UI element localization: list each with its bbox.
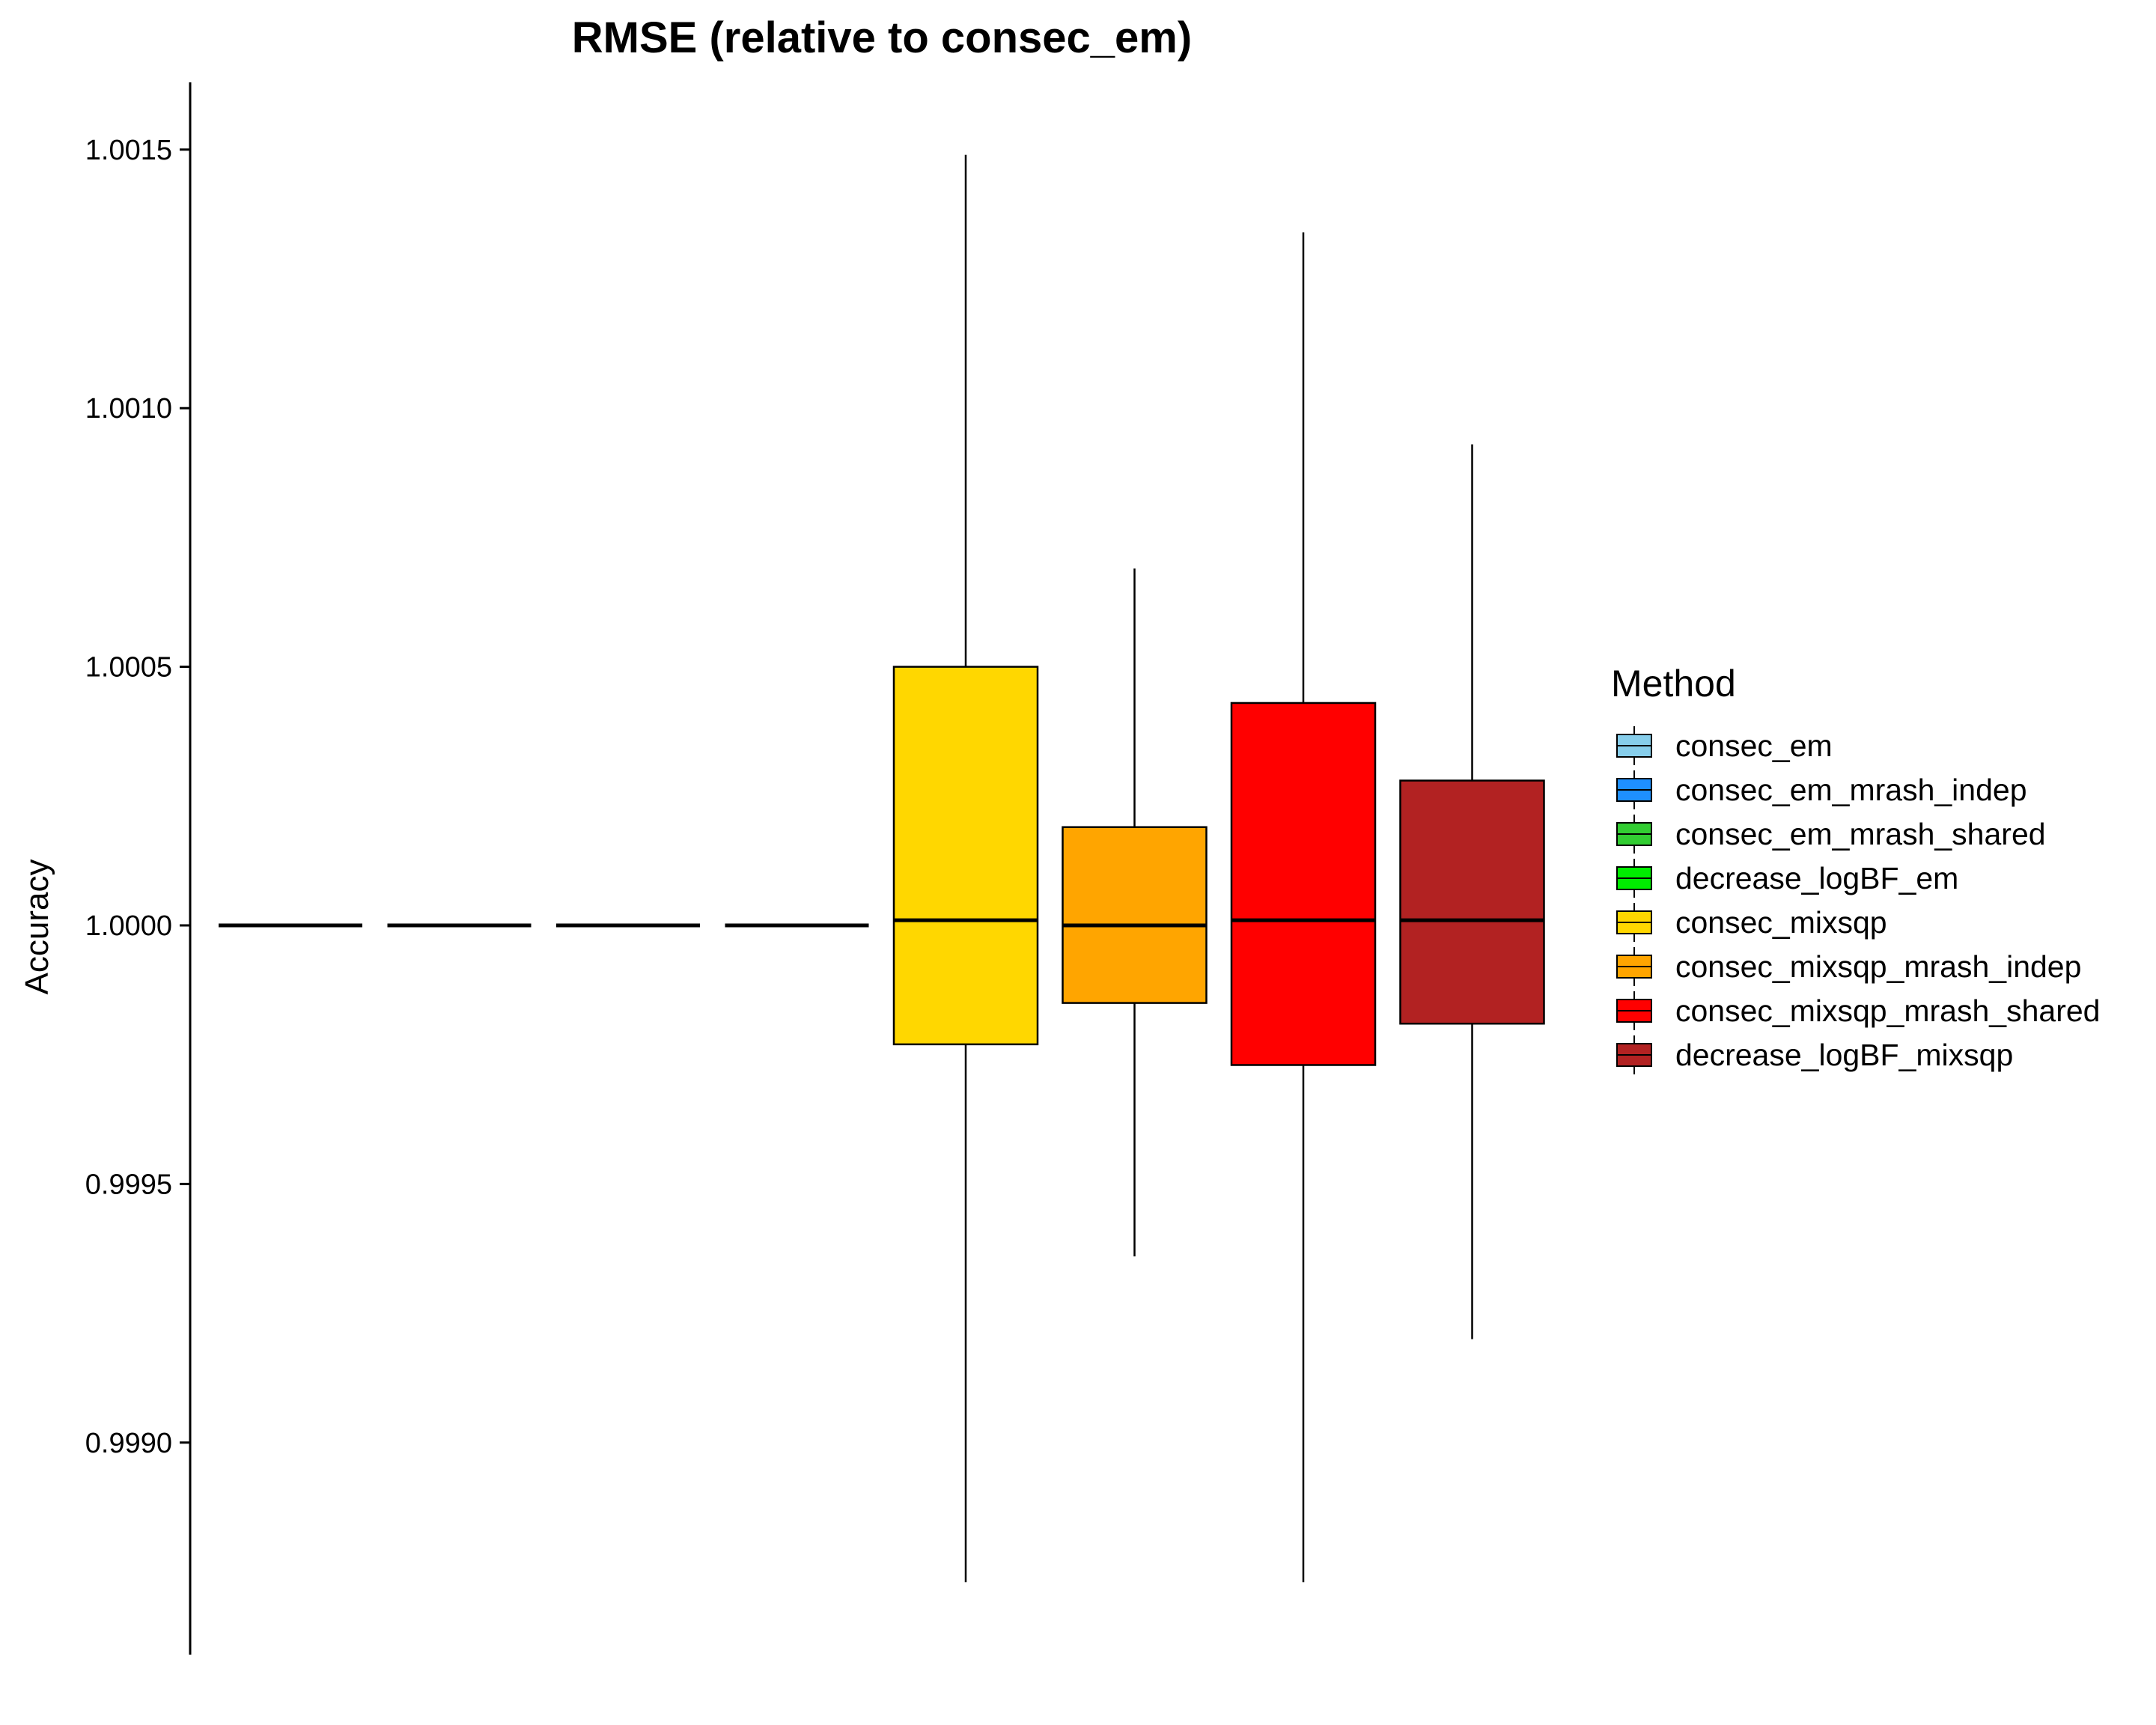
legend-label: decrease_logBF_mixsqp bbox=[1675, 1038, 2013, 1072]
y-tick-label: 0.9990 bbox=[85, 1428, 172, 1459]
legend-label: decrease_logBF_em bbox=[1675, 861, 1958, 895]
legend-item-consec-em-mrash-indep: consec_em_mrash_indep bbox=[1616, 770, 2027, 809]
legend-label: consec_mixsqp_mrash_shared bbox=[1675, 994, 2100, 1028]
legend-label: consec_em_mrash_indep bbox=[1675, 773, 2027, 807]
legend-title: Method bbox=[1611, 663, 1736, 705]
legend-label: consec_mixsqp_mrash_indep bbox=[1675, 949, 2081, 984]
y-tick-label: 1.0005 bbox=[85, 652, 172, 684]
box-consec-mixsqp bbox=[892, 154, 1039, 1583]
box-consec-mixsqp-mrash-indep bbox=[1062, 568, 1208, 1257]
legend-item-consec-em: consec_em bbox=[1616, 726, 1833, 765]
legend-label: consec_mixsqp bbox=[1675, 905, 1887, 940]
box-iqr bbox=[892, 666, 1039, 1046]
box-decrease-logBF-mixsqp bbox=[1399, 444, 1545, 1339]
chart-title: RMSE (relative to consec_em) bbox=[572, 13, 1192, 62]
legend-item-consec-mixsqp: consec_mixsqp bbox=[1616, 903, 1887, 942]
legend-item-consec-em-mrash-shared: consec_em_mrash_shared bbox=[1616, 815, 2046, 854]
legend-item-decrease-logBF-em: decrease_logBF_em bbox=[1616, 859, 1958, 898]
legend-items: consec_em consec_em_mrash_indep consec_em_… bbox=[1616, 726, 2100, 1074]
legend-label: consec_em bbox=[1675, 728, 1833, 763]
y-ticks: 0.9990 0.9995 1.0000 1.0005 1.0010 1.0015 bbox=[85, 135, 190, 1459]
y-tick-label: 1.0015 bbox=[85, 135, 172, 166]
box-iqr bbox=[1230, 702, 1377, 1066]
boxes bbox=[219, 154, 1545, 1583]
legend-label: consec_em_mrash_shared bbox=[1675, 817, 2046, 851]
legend-item-consec-mixsqp-mrash-shared: consec_mixsqp_mrash_shared bbox=[1616, 991, 2100, 1030]
y-tick-label: 1.0010 bbox=[85, 393, 172, 425]
y-axis-label: Accuracy bbox=[19, 860, 55, 995]
legend-item-consec-mixsqp-mrash-indep: consec_mixsqp_mrash_indep bbox=[1616, 947, 2081, 986]
box-iqr bbox=[1399, 779, 1545, 1025]
y-tick-label: 0.9995 bbox=[85, 1169, 172, 1200]
legend: Method consec_emconsec_em_mrash_indepcon… bbox=[1611, 663, 2100, 1074]
box-consec-mixsqp-mrash-shared bbox=[1230, 232, 1377, 1583]
legend-item-decrease-logBF-mixsqp: decrease_logBF_mixsqp bbox=[1616, 1035, 2013, 1074]
box-iqr bbox=[1062, 826, 1208, 1004]
y-tick-label: 1.0000 bbox=[85, 910, 172, 942]
